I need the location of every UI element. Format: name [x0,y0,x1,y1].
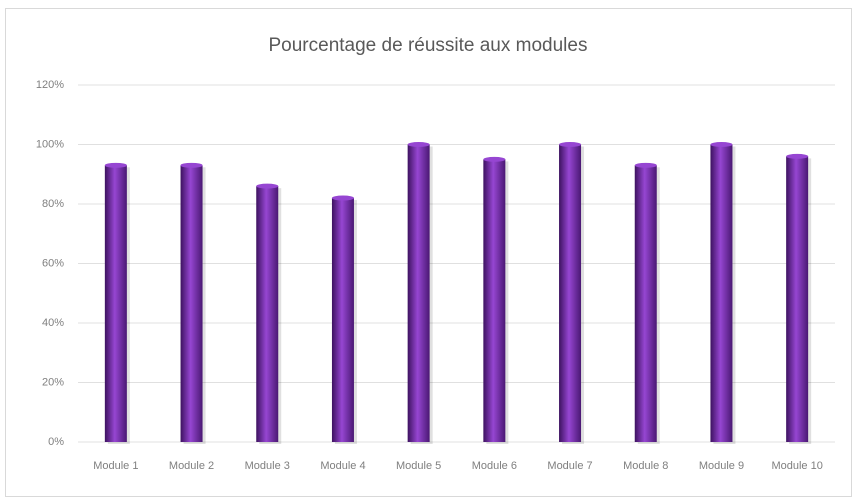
x-tick-label: Module 3 [245,460,290,472]
x-tick-label: Module 8 [623,460,668,472]
bar [407,144,430,442]
bar-cap [180,162,203,168]
bar-cap [710,142,733,147]
x-tick-label: Module 10 [771,460,822,472]
bar-cap [104,162,127,168]
bar [483,159,506,442]
x-tick-label: Module 1 [93,460,138,472]
y-tick-label: 80% [42,198,64,210]
bar-cap [407,142,430,147]
x-tick-label: Module 7 [547,460,592,472]
y-tick-label: 40% [42,317,64,329]
bar-cap [634,162,657,168]
x-tick-label: Module 2 [169,460,214,472]
bar [104,165,127,442]
bar-cap [786,153,809,159]
bar-cap [483,156,506,162]
bar [786,156,809,442]
y-tick-label: 0% [48,436,64,448]
y-tick-label: 60% [42,257,64,269]
bar-cap [559,142,582,147]
x-tick-label: Module 5 [396,460,441,472]
bar [256,186,279,442]
x-tick-label: Module 4 [320,460,365,472]
bar [710,144,733,442]
x-tick-label: Module 6 [472,460,517,472]
y-tick-label: 120% [36,79,64,91]
chart-title: Pourcentage de réussite aux modules [269,35,588,56]
y-tick-label: 20% [42,376,64,388]
bar-cap [331,195,354,201]
y-tick-label: 100% [36,138,64,150]
bar [634,165,657,442]
bar [559,144,582,442]
x-tick-label: Module 9 [699,460,744,472]
bar [180,165,203,442]
bar-cap [256,183,279,189]
bar [331,198,354,442]
